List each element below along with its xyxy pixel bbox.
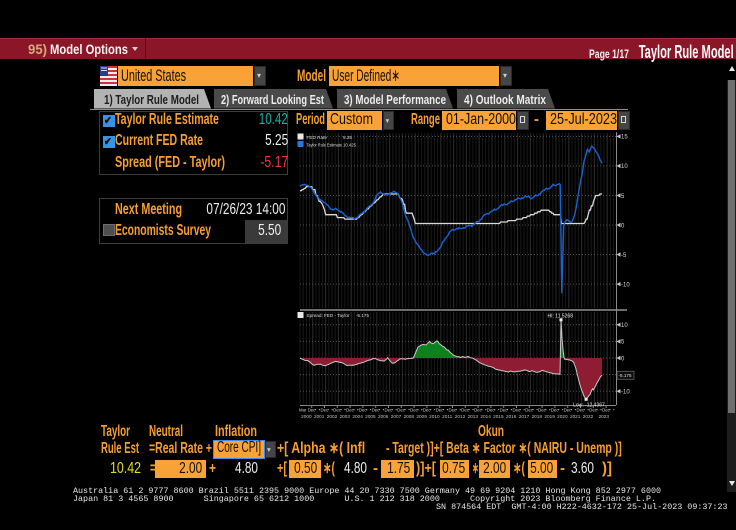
svg-text:2014: 2014 xyxy=(480,414,491,419)
svg-text:Dec: Dec xyxy=(474,408,482,413)
svg-text:2018: 2018 xyxy=(532,414,543,419)
svg-text:Dec: Dec xyxy=(346,408,354,413)
svg-text:Dec: Dec xyxy=(461,408,469,413)
svg-text:5: 5 xyxy=(621,194,625,200)
svg-text:Mar: Mar xyxy=(299,408,307,413)
svg-text:2001: 2001 xyxy=(314,414,325,419)
svg-text:2003: 2003 xyxy=(340,414,351,419)
svg-text:Dec: Dec xyxy=(551,408,559,413)
svg-text:Low: -12.4367: Low: -12.4367 xyxy=(573,402,605,408)
svg-text:2004: 2004 xyxy=(352,414,363,419)
svg-text:2010: 2010 xyxy=(429,414,440,419)
svg-text:10: 10 xyxy=(621,164,628,170)
svg-text:2015: 2015 xyxy=(493,414,504,419)
svg-text:2019: 2019 xyxy=(544,414,555,419)
svg-text:2000: 2000 xyxy=(301,414,312,419)
svg-text:2009: 2009 xyxy=(416,414,427,419)
svg-text:Dec: Dec xyxy=(525,408,533,413)
svg-text:-5: -5 xyxy=(621,253,627,259)
svg-text:2005: 2005 xyxy=(365,414,376,419)
svg-text:2002: 2002 xyxy=(327,414,338,419)
svg-text:Dec: Dec xyxy=(564,408,572,413)
svg-text:Taylor Rule Estimate: Taylor Rule Estimate xyxy=(307,143,343,149)
svg-text:2012: 2012 xyxy=(455,414,466,419)
svg-text:2021: 2021 xyxy=(570,414,581,419)
svg-text:Dec: Dec xyxy=(423,408,431,413)
svg-text:Dec: Dec xyxy=(487,408,495,413)
svg-text:Dec: Dec xyxy=(397,408,405,413)
svg-text:Dec: Dec xyxy=(308,408,316,413)
svg-text:2013: 2013 xyxy=(468,414,479,419)
svg-text:Dec: Dec xyxy=(589,408,597,413)
svg-text:Dec: Dec xyxy=(321,408,329,413)
svg-text:Dec: Dec xyxy=(410,408,418,413)
svg-text:Dec: Dec xyxy=(385,408,393,413)
svg-text:2006: 2006 xyxy=(378,414,389,419)
svg-text:2011: 2011 xyxy=(442,414,452,419)
svg-text:Dec: Dec xyxy=(359,408,367,413)
svg-text:Dec: Dec xyxy=(500,408,508,413)
svg-text:0: 0 xyxy=(621,223,625,229)
svg-text:10: 10 xyxy=(621,323,628,329)
svg-text:2017: 2017 xyxy=(519,414,530,419)
svg-text:-5.175: -5.175 xyxy=(356,313,369,319)
svg-text:2023: 2023 xyxy=(599,414,610,419)
svg-text:Dec: Dec xyxy=(513,408,521,413)
svg-text:2008: 2008 xyxy=(404,414,415,419)
svg-text:2016: 2016 xyxy=(506,414,517,419)
svg-text:15: 15 xyxy=(621,135,628,141)
svg-text:Dec: Dec xyxy=(538,408,546,413)
svg-text:Dec: Dec xyxy=(602,408,610,413)
svg-text:Dec: Dec xyxy=(333,408,341,413)
svg-text:Dec: Dec xyxy=(577,408,585,413)
svg-text:2020: 2020 xyxy=(557,414,568,419)
svg-text:Dec: Dec xyxy=(436,408,444,413)
svg-text:Dec: Dec xyxy=(449,408,457,413)
svg-text:HI: 11.5268: HI: 11.5268 xyxy=(548,314,574,320)
svg-text:5: 5 xyxy=(621,340,625,346)
svg-text:Dec: Dec xyxy=(372,408,380,413)
svg-text:0: 0 xyxy=(621,356,625,362)
svg-text:Spread: FED - Taylor: Spread: FED - Taylor xyxy=(307,313,350,319)
svg-text:FED Rate: FED Rate xyxy=(307,135,328,141)
svg-text:-10: -10 xyxy=(621,282,630,288)
svg-text:5.25: 5.25 xyxy=(343,135,352,141)
svg-text:-5.175: -5.175 xyxy=(619,373,632,378)
svg-text:2007: 2007 xyxy=(391,414,402,419)
svg-text:10.425: 10.425 xyxy=(343,143,356,149)
svg-text:-10: -10 xyxy=(621,390,630,396)
svg-text:2022: 2022 xyxy=(583,414,594,419)
